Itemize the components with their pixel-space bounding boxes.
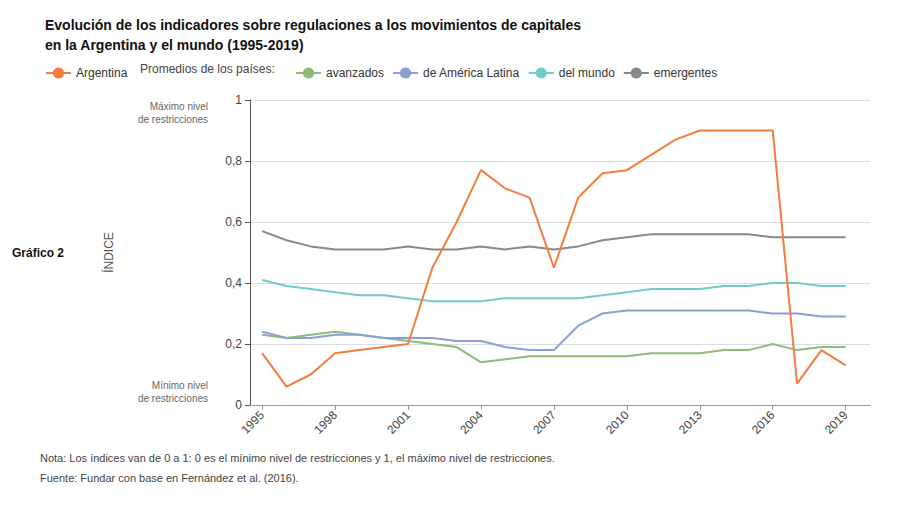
svg-text:Argentina: Argentina bbox=[76, 66, 128, 80]
svg-text:1: 1 bbox=[235, 93, 242, 107]
svg-text:1995: 1995 bbox=[238, 408, 267, 437]
svg-text:2016: 2016 bbox=[749, 408, 778, 437]
svg-text:0,2: 0,2 bbox=[225, 337, 242, 351]
svg-text:Promedios de los países:: Promedios de los países: bbox=[140, 62, 275, 76]
svg-text:2007: 2007 bbox=[530, 408, 559, 437]
svg-text:Máximo nivel: Máximo nivel bbox=[150, 101, 208, 112]
svg-text:0,4: 0,4 bbox=[225, 276, 242, 290]
svg-text:emergentes: emergentes bbox=[654, 66, 717, 80]
svg-text:del mundo: del mundo bbox=[559, 66, 615, 80]
svg-text:Nota: Los índices van de 0 a 1: Nota: Los índices van de 0 a 1: 0 es el … bbox=[40, 452, 555, 464]
svg-text:en la Argentina y el mundo (19: en la Argentina y el mundo (1995-2019) bbox=[45, 37, 304, 53]
svg-text:2013: 2013 bbox=[676, 408, 705, 437]
svg-text:ÍNDICE: ÍNDICE bbox=[101, 232, 116, 273]
svg-text:de restricciones: de restricciones bbox=[138, 114, 208, 125]
svg-text:Fuente: Fundar con base en Fer: Fuente: Fundar con base en Fernández et … bbox=[40, 472, 299, 484]
svg-text:2001: 2001 bbox=[384, 408, 413, 437]
svg-text:2004: 2004 bbox=[457, 408, 486, 437]
svg-text:2010: 2010 bbox=[603, 408, 632, 437]
svg-text:0: 0 bbox=[235, 398, 242, 412]
svg-text:2019: 2019 bbox=[822, 408, 851, 437]
svg-text:Evolución de los indicadores s: Evolución de los indicadores sobre regul… bbox=[45, 17, 581, 33]
svg-text:Gráfico 2: Gráfico 2 bbox=[12, 246, 64, 260]
svg-text:de restricciones: de restricciones bbox=[138, 393, 208, 404]
svg-text:0,8: 0,8 bbox=[225, 154, 242, 168]
svg-text:Mínimo nivel: Mínimo nivel bbox=[152, 380, 208, 391]
svg-text:avanzados: avanzados bbox=[326, 66, 384, 80]
svg-text:0,6: 0,6 bbox=[225, 215, 242, 229]
svg-text:1998: 1998 bbox=[311, 408, 340, 437]
svg-text:de América Latina: de América Latina bbox=[423, 66, 519, 80]
